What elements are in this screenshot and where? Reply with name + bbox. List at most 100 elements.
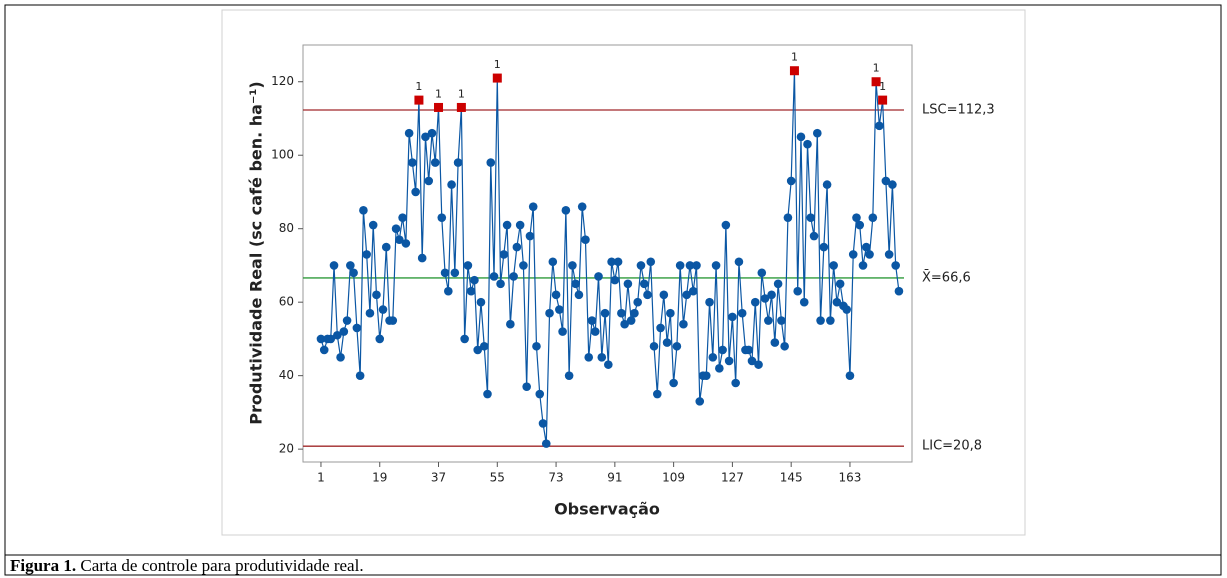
point (551, 290, 561, 300)
point (669, 378, 678, 388)
y-tick-label: 80 (279, 221, 294, 235)
point (884, 250, 894, 259)
point (682, 290, 691, 300)
point (398, 213, 407, 222)
point (715, 364, 724, 373)
point (656, 323, 665, 333)
point (460, 334, 469, 344)
point (600, 308, 610, 318)
y-axis-title: Produtividade Real (sc café ben. ha⁻¹) (247, 81, 266, 425)
point (636, 261, 646, 270)
point (764, 316, 773, 325)
x-tick-label: 127 (721, 471, 744, 485)
point (483, 389, 492, 399)
x-tick-label: 91 (607, 471, 622, 485)
plot-frame (302, 44, 913, 463)
point (803, 139, 812, 149)
point (447, 180, 456, 189)
point (538, 419, 548, 428)
point (577, 202, 587, 211)
point (564, 371, 574, 380)
point (786, 176, 796, 186)
point (522, 382, 531, 391)
point (639, 279, 649, 289)
flag-label: 1 (435, 87, 442, 100)
point (346, 261, 355, 270)
point (607, 257, 616, 267)
point (855, 220, 865, 230)
point (613, 257, 623, 267)
point (767, 290, 776, 300)
point (675, 261, 685, 270)
point (891, 261, 900, 270)
point (476, 297, 486, 307)
flag-label: 1 (873, 62, 880, 75)
chart-frame (221, 9, 1026, 536)
point (466, 286, 476, 296)
point (813, 128, 822, 138)
point (486, 158, 496, 167)
point (548, 257, 558, 267)
point (829, 261, 838, 270)
point (506, 319, 515, 329)
point (421, 132, 430, 142)
point (604, 360, 613, 369)
point (499, 250, 509, 259)
point (561, 206, 571, 215)
point (489, 272, 499, 281)
point (594, 272, 603, 281)
x-tick-label: 55 (490, 471, 505, 485)
point (757, 268, 767, 278)
flagged-point (878, 95, 888, 105)
point (809, 231, 819, 241)
point (590, 327, 600, 336)
point (688, 286, 698, 296)
point (555, 305, 564, 314)
flagged-point (492, 73, 502, 83)
caption-label: Figura 1. (10, 556, 76, 575)
point (777, 316, 786, 325)
point (362, 250, 371, 259)
point (528, 202, 538, 211)
point (502, 220, 512, 230)
point (861, 242, 871, 252)
point (868, 213, 878, 222)
flagged-point (789, 66, 799, 76)
x-tick-label: 109 (662, 471, 685, 485)
point (525, 231, 535, 241)
y-tick-label: 60 (279, 295, 294, 309)
point (326, 334, 336, 344)
point (865, 250, 874, 259)
point (754, 360, 763, 369)
point (610, 275, 620, 285)
point (708, 352, 718, 362)
point (381, 242, 391, 252)
table-frame (4, 4, 1222, 576)
point (744, 345, 754, 355)
point (747, 356, 757, 366)
point (515, 220, 525, 230)
point (666, 308, 675, 318)
point (365, 308, 375, 318)
point (430, 158, 440, 167)
point (336, 352, 345, 362)
point (695, 397, 705, 406)
y-tick-label: 100 (271, 148, 294, 162)
series-line (320, 70, 900, 444)
flag-label: 1 (415, 80, 422, 93)
point (444, 286, 453, 296)
y-tick-label: 20 (279, 442, 294, 456)
x-tick-label: 1 (317, 471, 325, 485)
point (770, 338, 780, 347)
point (535, 389, 545, 399)
point (623, 279, 633, 289)
point (440, 268, 450, 278)
point (541, 439, 551, 448)
point (408, 158, 417, 167)
point (888, 180, 897, 189)
flag-label: 1 (494, 58, 501, 71)
point (470, 275, 479, 285)
point (571, 279, 580, 289)
point (643, 290, 652, 300)
point (620, 319, 629, 329)
